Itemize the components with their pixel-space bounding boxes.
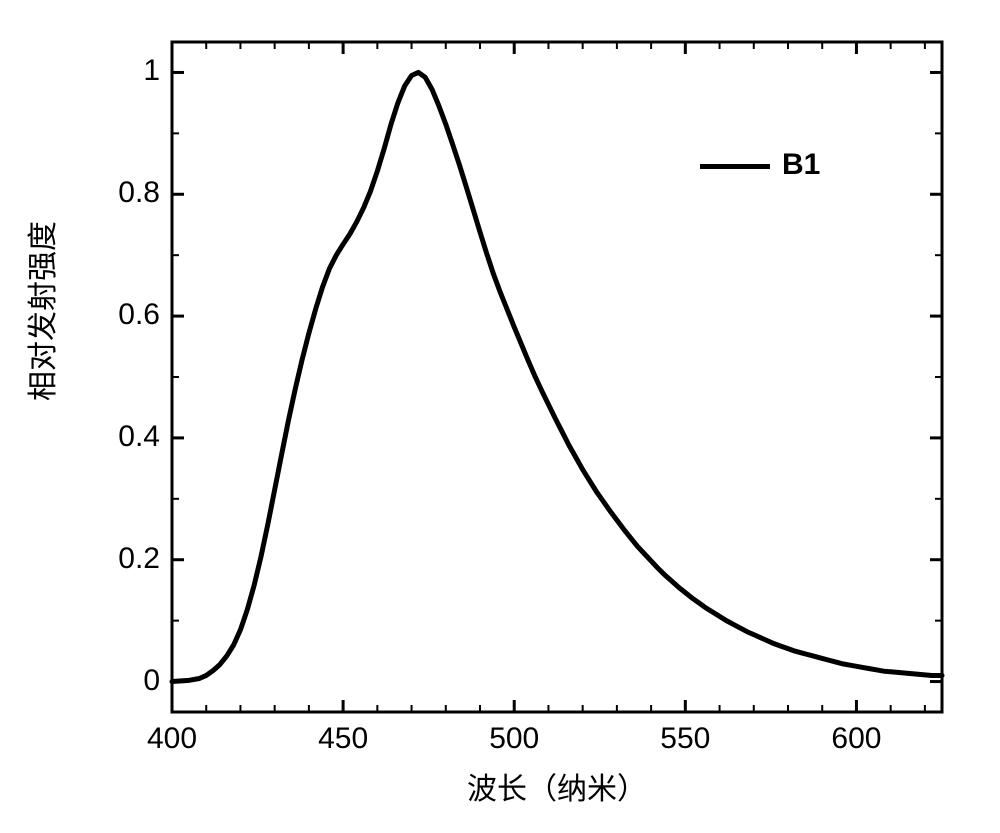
y-axis-label: 相对发射强度 xyxy=(18,361,62,401)
legend-series-label: B1 xyxy=(782,148,820,182)
x-axis-label: 波长（纳米） xyxy=(457,764,657,808)
y-tick-label: 0.2 xyxy=(118,542,160,576)
legend-series-line xyxy=(700,164,770,169)
x-tick-label: 550 xyxy=(655,722,715,756)
y-tick-label: 0.4 xyxy=(118,420,160,454)
x-tick-label: 600 xyxy=(826,722,886,756)
chart-canvas xyxy=(0,0,1000,833)
y-tick-label: 1 xyxy=(143,54,160,88)
x-tick-label: 500 xyxy=(484,722,544,756)
emission-spectrum-chart: 相对发射强度 波长（纳米） B1 400 450 500 550 600 0 0.2 0.4 0… xyxy=(0,0,1000,833)
y-tick-label: 0.6 xyxy=(118,298,160,332)
x-tick-label: 400 xyxy=(142,722,202,756)
x-tick-label: 450 xyxy=(313,722,373,756)
y-tick-label: 0 xyxy=(143,664,160,698)
y-tick-label: 0.8 xyxy=(118,176,160,210)
